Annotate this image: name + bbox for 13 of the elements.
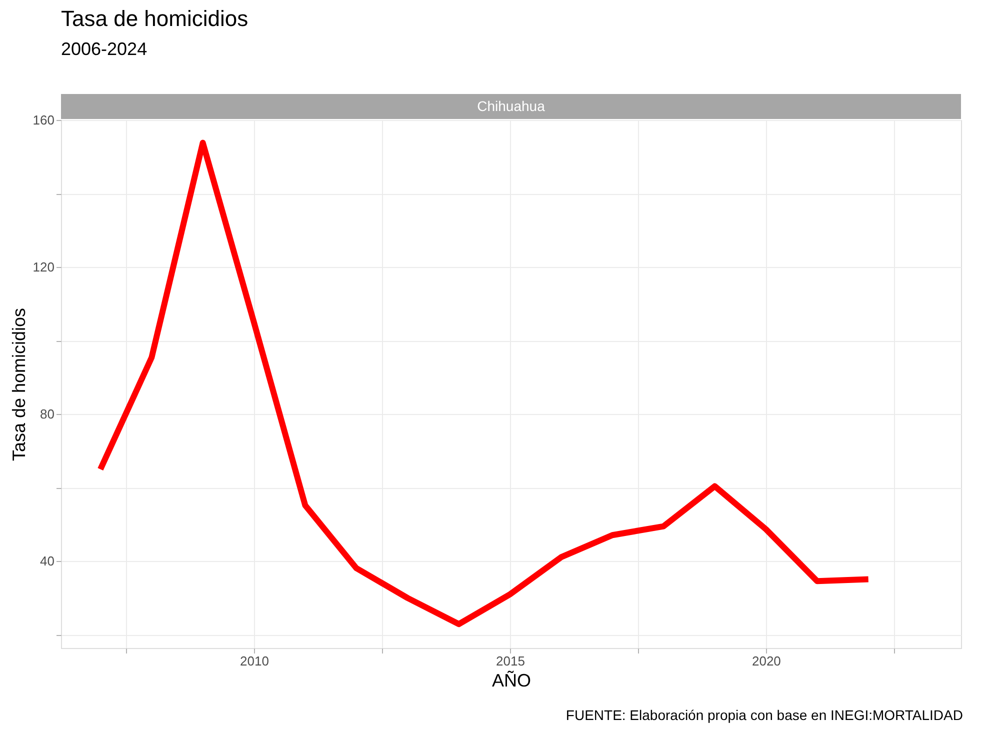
y-tick-label: 160: [32, 112, 54, 128]
source-note: FUENTE: Elaboración propia con base en INEGI:MORTALIDAD: [566, 707, 963, 723]
y-tick-label: 80: [40, 406, 54, 422]
chart-subtitle: 2006-2024: [61, 39, 148, 59]
x-tick-label: 2015: [496, 654, 525, 668]
x-axis-title: AÑO: [492, 670, 532, 690]
y-tick-label: 120: [32, 260, 54, 275]
y-axis-title: Tasa de homicidios: [8, 308, 29, 462]
text: Chihuahua: [477, 98, 546, 114]
x-tick-label: 2020: [752, 654, 781, 668]
chart-title: Tasa de homicidios: [61, 6, 248, 31]
x-tick-label: 2010: [240, 654, 269, 668]
y-tick-label: 40: [40, 554, 54, 569]
